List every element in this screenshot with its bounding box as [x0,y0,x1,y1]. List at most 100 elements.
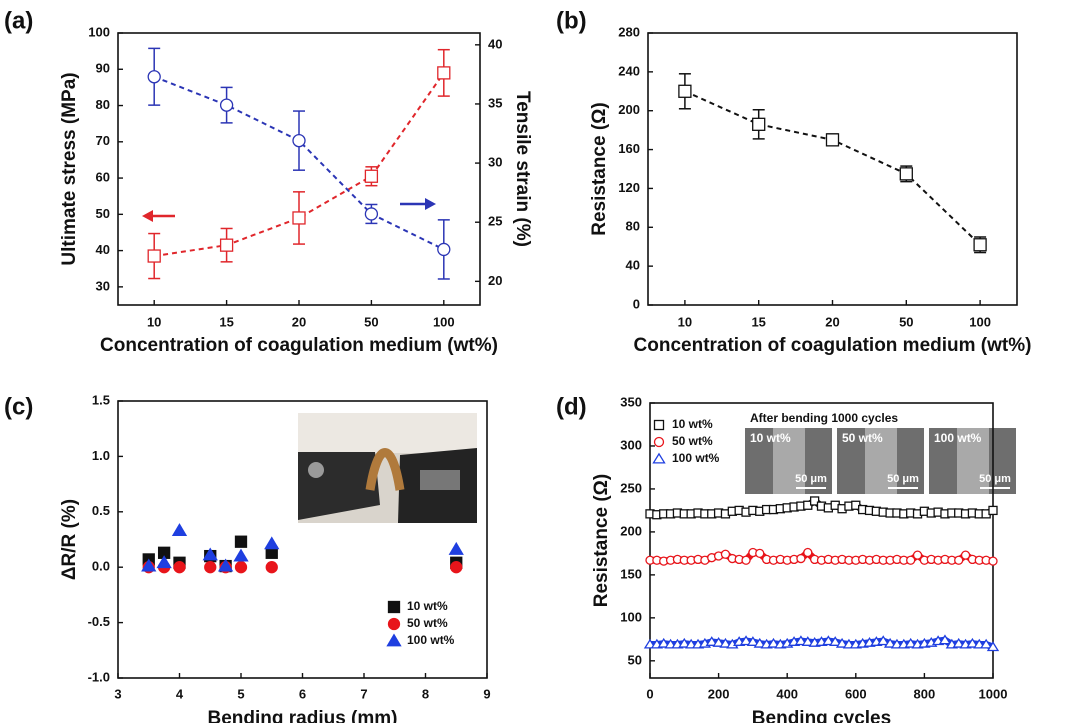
x-tick-label: 600 [845,686,867,701]
marker [794,635,808,646]
x-tick-label: 100 [969,314,991,329]
y-tick-label: 250 [620,480,642,495]
series-line [153,75,445,251]
marker [825,133,840,147]
x-tick-label: 7 [360,686,367,701]
y-tick-label: 100 [620,609,642,624]
marker [265,561,278,574]
y2-tick-label: 35 [488,95,502,110]
y-tick-label: 80 [96,97,110,112]
y-tick-label: 0.5 [92,503,110,518]
marker [450,561,463,574]
marker [803,547,813,558]
y-tick-label: 90 [96,61,110,76]
marker [829,636,842,646]
x-tick-label: 100 [433,314,455,329]
marker [883,637,897,648]
y-axis-label: Resistance (Ω) [589,102,610,236]
marker [217,558,234,572]
y-tick-label: 40 [96,242,110,257]
marker [899,167,913,181]
y-tick-label: 0.0 [92,559,110,574]
marker [387,617,401,631]
y-tick-label: 160 [618,141,640,156]
marker [752,117,766,131]
marker [219,98,234,112]
marker [988,556,998,566]
y-tick-label: 1.5 [92,392,110,407]
marker [219,238,234,252]
marker [202,547,218,561]
marker [938,634,952,645]
sem-fiber [773,428,805,494]
y2-tick-label: 25 [488,214,502,229]
marker [437,242,451,257]
marker [678,84,692,98]
marker [960,550,971,560]
x-tick-label: 20 [825,314,839,329]
marker [809,496,820,506]
x-tick-label: 1000 [979,686,1008,701]
y-tick-label: 80 [626,219,640,234]
sem-fiber [865,428,897,494]
marker [835,637,849,648]
series-line [154,72,445,258]
marker [973,238,987,252]
y-tick-label: 280 [618,24,640,39]
axis-arrow-head [425,198,436,210]
marker [653,419,665,431]
y-tick-label: -1.0 [88,669,110,684]
y-tick-label: -0.5 [88,614,110,629]
marker [292,133,306,148]
x-tick-label: 50 [364,314,378,329]
marker [292,211,306,225]
legend-label: 10 wt% [672,417,713,431]
x-tick-label: 3 [114,686,121,701]
legend-label: 50 wt% [672,434,713,448]
marker [906,555,916,565]
y-tick-label: 240 [618,63,640,78]
marker [437,66,451,80]
panel: (d) After bending 1000 cycles 10 wt% 50 μm 5… [556,393,1016,723]
panel: (a) 30 40 50 60 70 80 90 100 20 25 30 35 40 10 15 20 50 10… [4,7,533,356]
y-tick-label: 350 [620,394,642,409]
scale-bar-label: 50 μm [979,473,1011,485]
scale-bar-label: 50 μm [795,473,827,485]
marker [141,558,157,572]
scale-bar-label: 50 μm [887,473,919,485]
x-tick-label: 20 [292,314,306,329]
panel: (b) 0 40 80 120 160 200 240 280 10 15 20 50 100 Concen… [556,7,1031,356]
marker [173,561,186,574]
marker [720,549,731,559]
x-tick-label: 5 [237,686,244,701]
x-tick-label: 10 [678,314,692,329]
y-tick-label: 50 [96,206,110,221]
x-tick-label: 15 [219,314,233,329]
y2-axis-label: Tensile strain (%) [512,91,533,247]
y2-tick-label: 20 [488,273,502,288]
plot-frame [649,402,994,679]
y-tick-label: 30 [96,278,110,293]
marker [705,636,718,646]
marker [234,535,248,548]
marker [904,637,917,648]
marker [171,523,188,536]
x-tick-label: 4 [176,686,184,701]
marker [966,637,979,648]
marker [678,637,691,648]
panel-label: (d) [556,393,587,420]
y-tick-label: 300 [620,437,642,452]
x-axis-label: Concentration of coagulation medium (wt%… [100,335,498,356]
marker [264,536,280,550]
marker [986,641,1000,652]
x-tick-label: 6 [299,686,306,701]
marker [801,636,814,646]
y2-tick-label: 40 [488,36,502,51]
legend-label: 50 wt% [407,616,448,630]
marker [796,553,806,564]
y-tick-label: 200 [618,102,640,117]
inset-label: 10 wt% [750,431,791,445]
x-tick-label: 800 [914,686,936,701]
